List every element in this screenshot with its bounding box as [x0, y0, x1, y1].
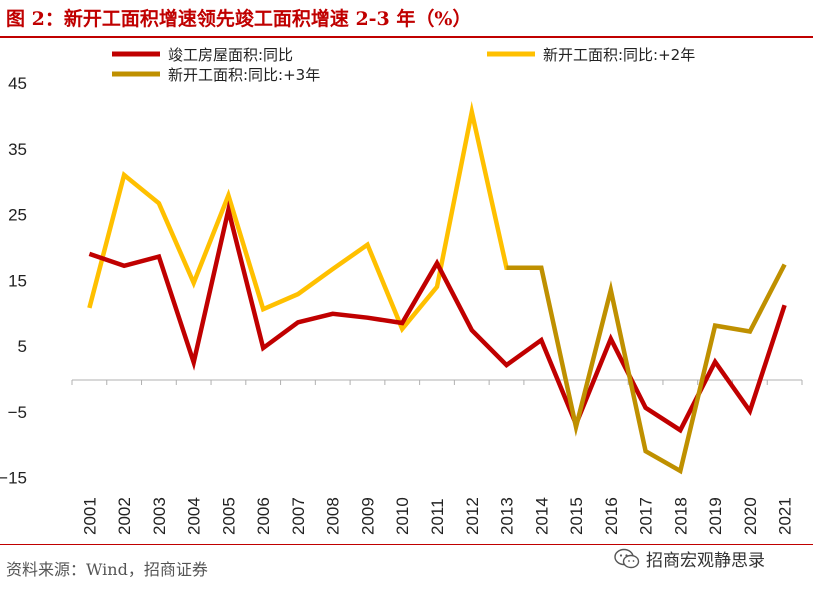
- y-tick-label: 5: [18, 337, 27, 356]
- series-line-3: [506, 263, 787, 475]
- page-title: 图 2：新开工面积增速领先竣工面积增速 2-3 年（%）: [6, 8, 472, 30]
- y-tick-label: −5: [8, 403, 27, 422]
- x-tick-label: 2003: [150, 497, 169, 535]
- x-tick-label: 2010: [393, 497, 412, 535]
- y-axis: −15 −5 5 15 25 35 45: [0, 74, 27, 488]
- x-tick-label: 2005: [219, 497, 238, 535]
- x-tick-label: 2012: [463, 497, 482, 535]
- x-tick-label: 2009: [358, 497, 377, 535]
- x-tick-label: 2013: [498, 497, 517, 535]
- y-tick-label: 45: [8, 74, 27, 93]
- source-note: 资料来源：Wind，招商证券: [6, 560, 208, 579]
- title-divider: [0, 36, 813, 38]
- x-tick-label: 2001: [80, 497, 99, 535]
- y-tick-label: 35: [8, 140, 27, 159]
- wechat-icon: [614, 548, 640, 568]
- x-tick-label: 2011: [428, 498, 447, 535]
- x-tick-label: 2014: [532, 497, 551, 535]
- x-tick-label: 2004: [185, 497, 204, 535]
- x-tick-label: 2015: [567, 497, 586, 535]
- series-line-1: [88, 200, 787, 434]
- x-tick-label: 2021: [776, 497, 795, 535]
- y-tick-label: 15: [8, 271, 27, 290]
- footer-divider: [0, 544, 813, 545]
- x-tick-label: 2008: [324, 497, 343, 535]
- x-tick-label: 2019: [706, 497, 725, 535]
- legend-label-2: 新开工面积:同比:+2年: [543, 46, 695, 64]
- legend-label-3: 新开工面积:同比:+3年: [168, 66, 320, 84]
- y-tick-label: 25: [8, 206, 27, 225]
- x-tick-label: 2018: [671, 497, 690, 535]
- x-tick-label: 2017: [637, 497, 656, 535]
- x-tick-label: 2007: [289, 497, 308, 535]
- x-tick-label: 2006: [254, 497, 273, 535]
- x-tick-label: 2016: [602, 497, 621, 535]
- y-tick-label: −15: [0, 469, 27, 488]
- series-line-2: [87, 100, 542, 334]
- x-tick-label: 2002: [115, 497, 134, 535]
- x-tick-label: 2020: [741, 497, 760, 535]
- brand-label: 招商宏观静思录: [646, 551, 765, 571]
- series-layer: [87, 100, 787, 475]
- brand-mark: 招商宏观静思录: [614, 546, 765, 571]
- legend-label-1: 竣工房屋面积:同比: [168, 46, 293, 64]
- x-axis: 2001 2002 2003 2004 2005 2006 2007 2008 2009 2010…: [71, 379, 803, 535]
